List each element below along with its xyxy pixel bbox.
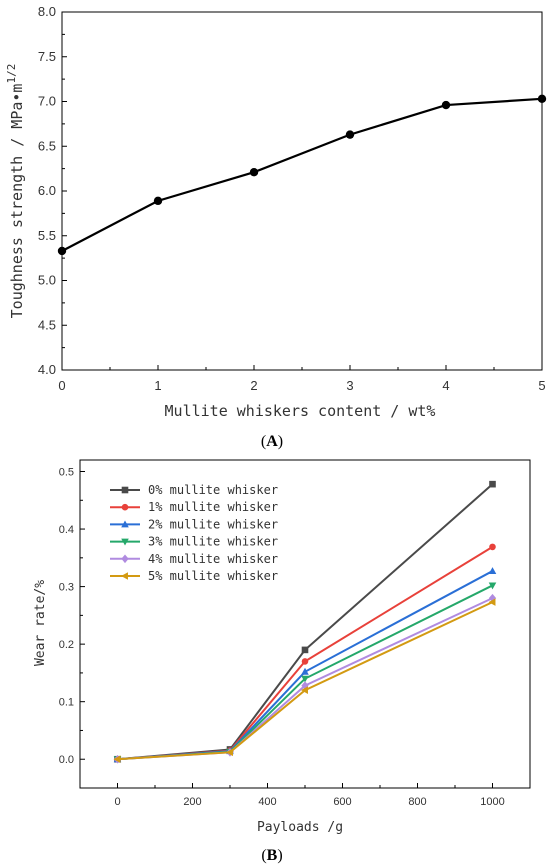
- x-tick-label: 800: [408, 796, 426, 808]
- legend-swatch-marker: [121, 486, 129, 494]
- data-point: [301, 646, 309, 654]
- chart-b-panel-letter: B: [267, 847, 278, 864]
- series-0: [57, 94, 547, 256]
- legend-label: 0% mullite whisker: [148, 483, 278, 497]
- data-point: [301, 675, 309, 683]
- chart-b-x-ticks: 0 200 400 600 800 1000: [114, 783, 505, 808]
- legend-label: 3% mullite whisker: [148, 535, 278, 549]
- y-tick-label: 4.0: [38, 362, 56, 377]
- legend-label: 5% mullite whisker: [148, 569, 278, 583]
- y-tick-label: 0.0: [59, 754, 74, 766]
- data-point: [57, 246, 67, 256]
- y-tick-label: 0.5: [59, 467, 74, 479]
- chart-a-plot-frame: [61, 11, 543, 371]
- legend-label: 1% mullite whisker: [148, 500, 278, 514]
- data-point: [301, 658, 309, 665]
- chart-a-x-ticks: 0 1 2 3 4 5: [58, 365, 546, 393]
- series-line: [61, 97, 543, 252]
- x-tick-label: 1: [154, 378, 161, 393]
- data-point: [489, 480, 496, 488]
- x-tick-label: 2: [250, 378, 257, 393]
- chart-a-x-axis-label: Mullite whiskers content / wt%: [165, 402, 436, 420]
- y-tick-label: 6.0: [38, 183, 56, 198]
- x-tick-label: 0: [58, 378, 65, 393]
- chart-b-y-ticks: 0.0 0.1 0.2 0.3 0.4 0.5: [59, 467, 85, 766]
- chart-a-y-ticks: 4.0 4.5 5.0 5.5 6.0 6.5 7.0 7.5 8.0: [38, 4, 67, 377]
- x-tick-label: 0: [114, 796, 120, 808]
- legend-swatch-marker: [121, 538, 129, 546]
- x-tick-label: 600: [333, 796, 351, 808]
- x-tick-label: 400: [258, 796, 276, 808]
- data-point: [441, 100, 451, 110]
- data-point: [488, 567, 497, 575]
- x-tick-label: 3: [346, 378, 353, 393]
- data-point: [113, 755, 121, 764]
- y-tick-label: 0.3: [59, 582, 74, 594]
- data-point: [537, 94, 547, 104]
- y-tick-label: 6.5: [38, 138, 56, 153]
- y-tick-label: 0.2: [59, 639, 74, 651]
- chart-b-y-axis-label: Wear rate/%: [33, 580, 48, 666]
- legend-swatch-marker: [121, 503, 129, 511]
- y-tick-label: 5.0: [38, 273, 56, 288]
- chart-a: 0 1 2 3 4 5 4.0 4.5 5.0 5.5 6.0 6.5 7.0 7.5 8.0 Mulli…: [5, 4, 547, 450]
- series-line: [117, 570, 493, 761]
- x-tick-label: 4: [442, 378, 449, 393]
- chart-a-y-axis-label-exponent: 1/2: [5, 64, 18, 84]
- y-tick-label: 8.0: [38, 4, 56, 19]
- chart-a-panel-label: (A): [261, 433, 283, 450]
- data-point: [226, 748, 233, 757]
- series-line: [117, 601, 493, 761]
- x-tick-label: 5: [538, 378, 545, 393]
- series-5: [113, 598, 496, 764]
- y-tick-label: 4.5: [38, 317, 56, 332]
- x-tick-label: 1000: [480, 796, 504, 808]
- y-tick-label: 0.4: [59, 524, 74, 536]
- data-point: [488, 582, 497, 590]
- legend-swatch-marker: [121, 554, 129, 564]
- chart-b: 0 200 400 600 800 1000 0.0 0.1 0.2 0.3 0.4 0.5 0% …: [33, 459, 531, 864]
- legend-swatch-marker: [121, 572, 128, 580]
- legend-swatch-marker: [121, 520, 129, 528]
- data-point: [301, 686, 308, 694]
- chart-b-x-axis-label: Payloads /g: [257, 820, 343, 835]
- data-point: [345, 130, 355, 139]
- chart-a-y-axis-label-main: Toughness strength / MPa•m: [8, 84, 26, 319]
- data-point: [249, 168, 259, 177]
- y-tick-label: 7.5: [38, 49, 56, 64]
- data-point: [301, 667, 309, 675]
- y-tick-label: 0.1: [59, 697, 74, 709]
- data-point: [153, 196, 163, 206]
- chart-a-series: [57, 94, 547, 256]
- legend-label: 2% mullite whisker: [148, 517, 278, 531]
- chart-b-panel-label: (B): [261, 847, 282, 864]
- chart-b-legend: 0% mullite whisker 1% mullite whisker 2% m…: [110, 483, 278, 583]
- chart-a-y-axis-label: Toughness strength / MPa•m1/2: [5, 64, 26, 319]
- data-point: [489, 543, 496, 551]
- y-tick-label: 7.0: [38, 94, 56, 109]
- data-point: [488, 598, 496, 606]
- y-tick-label: 5.5: [38, 228, 56, 243]
- legend-label: 4% mullite whisker: [148, 552, 278, 566]
- chart-b-series: [113, 480, 497, 764]
- x-tick-label: 200: [183, 796, 201, 808]
- chart-a-panel-letter: A: [266, 433, 278, 450]
